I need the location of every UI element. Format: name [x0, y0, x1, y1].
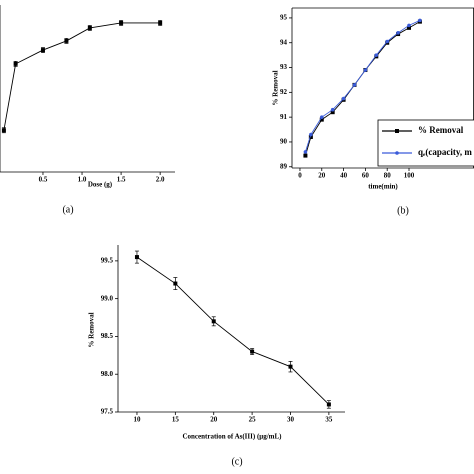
x-axis-label: time(min) — [368, 183, 398, 191]
x-tick-label: 0 — [298, 172, 302, 180]
x-tick-label: 20 — [210, 416, 218, 424]
data-point — [173, 281, 178, 286]
data-point — [319, 117, 324, 122]
data-point — [87, 25, 92, 30]
data-point — [352, 83, 357, 87]
data-point — [418, 18, 422, 23]
data-point — [363, 68, 368, 72]
data-point — [64, 38, 69, 43]
legend-marker — [395, 129, 399, 133]
x-tick-label: 1.5 — [117, 176, 126, 184]
panel-label: (c) — [231, 456, 242, 467]
x-tick-label: 60 — [362, 172, 370, 180]
legend-label: qₑ(capacity, m — [418, 147, 472, 157]
y-tick-label: 97.5 — [101, 408, 114, 416]
x-tick-label: 20 — [318, 172, 326, 180]
data-point — [385, 39, 389, 44]
panel-label: (b) — [397, 205, 409, 216]
y-tick-label: 94 — [280, 38, 288, 46]
data-point — [330, 107, 335, 112]
data-point — [303, 153, 308, 158]
data-point — [13, 61, 18, 66]
y-tick-label: 99.0 — [101, 294, 114, 302]
x-tick-label: 100 — [404, 172, 415, 180]
y-tick-label: 98.5 — [101, 332, 114, 340]
data-point — [319, 115, 324, 119]
x-tick-label: 2.0 — [156, 176, 165, 184]
x-tick-label: 0.5 — [39, 176, 48, 184]
data-point — [308, 134, 313, 139]
x-tick-label: 80 — [384, 172, 392, 180]
y-tick-label: 92 — [280, 88, 288, 96]
x-tick-label: 30 — [287, 416, 295, 424]
legend-marker — [395, 151, 399, 155]
data-point — [250, 349, 255, 354]
x-tick-label: 35 — [325, 416, 333, 424]
y-tick-label: 90 — [280, 138, 288, 146]
x-tick-label: 15 — [172, 416, 180, 424]
data-point — [341, 96, 346, 101]
data-point — [326, 402, 331, 407]
y-tick-label: 99.5 — [101, 256, 114, 264]
series-line — [3, 22, 161, 131]
data-point — [407, 25, 412, 30]
legend-label: % Removal — [418, 125, 464, 135]
y-tick-label: 89 — [280, 162, 288, 170]
data-point — [288, 364, 293, 369]
legend-box — [377, 119, 474, 167]
x-axis-label: Dose (g) — [88, 181, 113, 189]
y-axis-label: % Removal — [272, 70, 280, 105]
panel-label: (a) — [62, 204, 73, 215]
data-point — [309, 132, 313, 137]
data-point — [330, 110, 335, 115]
data-point — [158, 20, 163, 25]
y-tick-label: 93 — [280, 63, 288, 71]
y-tick-label: 98.0 — [101, 370, 114, 378]
series-line — [136, 256, 330, 405]
x-tick-label: 40 — [340, 172, 348, 180]
x-tick-label: 10 — [133, 416, 141, 424]
data-point — [1, 128, 6, 133]
y-tick-label: 95 — [280, 14, 288, 22]
y-tick-label: 91 — [280, 113, 288, 121]
x-axis-label: Concentration of As(III) (μg/mL) — [182, 433, 282, 441]
data-point — [303, 150, 308, 154]
x-tick-label: 1.0 — [78, 176, 87, 184]
series-line — [304, 19, 421, 153]
x-tick-label: 25 — [249, 416, 257, 424]
data-point — [119, 20, 124, 25]
data-point — [407, 23, 411, 28]
data-point — [134, 255, 139, 260]
data-point — [374, 53, 379, 57]
data-point — [396, 31, 400, 35]
y-axis-label: % Removal — [88, 312, 96, 347]
data-point — [211, 319, 216, 324]
data-point — [40, 48, 45, 53]
